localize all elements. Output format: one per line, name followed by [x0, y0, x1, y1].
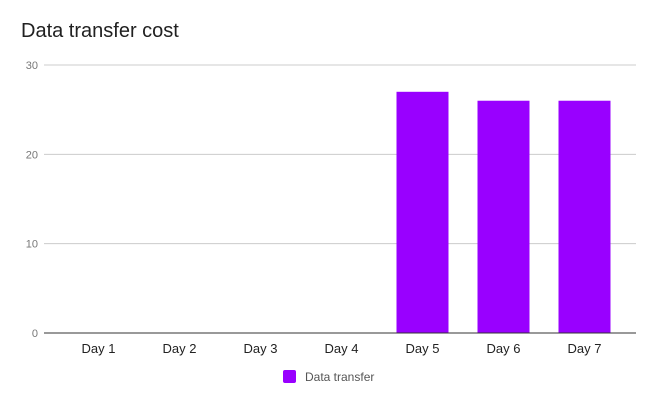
legend-label: Data transfer [305, 370, 374, 384]
bar [477, 100, 530, 333]
bar [396, 91, 449, 333]
bar [558, 100, 611, 333]
y-tick-label: 20 [26, 149, 38, 161]
x-tick-label: Day 3 [244, 341, 278, 356]
x-tick-label: Day 1 [82, 341, 116, 356]
x-tick-label: Day 2 [163, 341, 197, 356]
x-tick-label: Day 4 [325, 341, 359, 356]
y-tick-label: 0 [32, 328, 38, 340]
y-tick-label: 30 [26, 60, 38, 72]
legend-swatch [283, 370, 296, 383]
y-tick-label: 10 [26, 239, 38, 251]
x-tick-label: Day 7 [568, 341, 602, 356]
chart-title: Data transfer cost [21, 20, 179, 42]
x-tick-label: Day 6 [487, 341, 521, 356]
x-tick-label: Day 5 [406, 341, 440, 356]
